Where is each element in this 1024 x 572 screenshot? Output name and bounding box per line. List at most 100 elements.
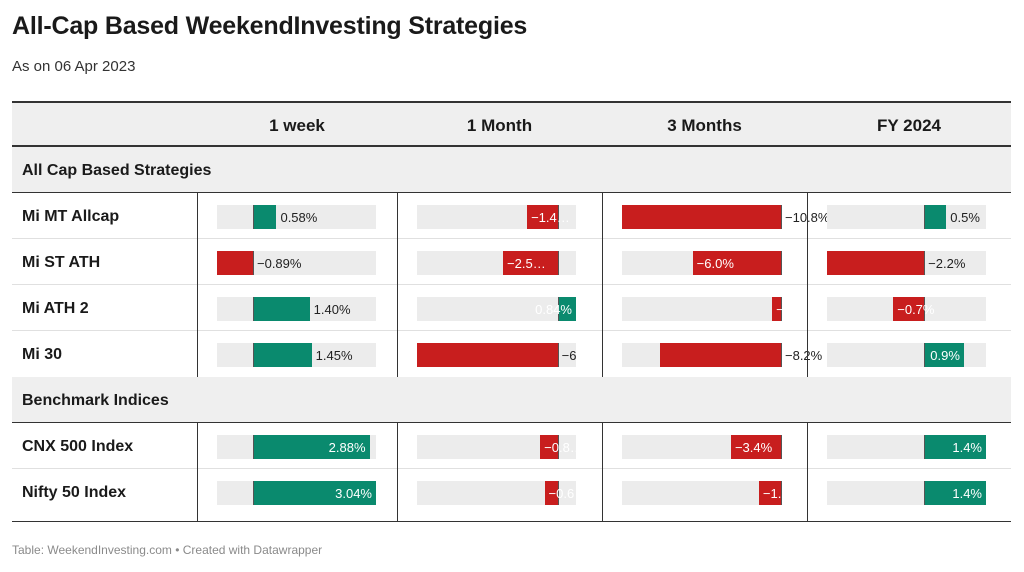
row-label: Mi ST ATH [22,254,101,271]
table-row: Mi ATH 2 1.40% 0.84% −0.6% −0.7% [12,285,1011,331]
value-label: −0.6… [548,486,588,501]
data-bar [253,297,310,321]
column-header: 1 Month [466,116,533,135]
value-label: −8.2% [785,348,823,363]
value-label: 1.40% [313,302,351,317]
zero-line [253,251,254,275]
data-bar [253,205,277,229]
value-label: 0.5% [950,210,980,225]
bar-cell: 1.4% [827,435,986,459]
data-bar [544,481,558,505]
bar-cell: 1.4% [827,481,986,505]
zero-line [924,297,926,321]
bar-cell: −2.2% [827,251,986,275]
bar-cell: −1.5% [622,481,800,505]
data-bar [924,481,986,505]
data-bar [924,205,947,229]
zero-line [557,481,559,505]
zero-line [253,481,254,505]
column-divider [397,147,398,521]
data-bar [253,435,370,459]
zero-line [253,205,254,229]
zero-line [253,435,254,459]
value-label: 3.04% [335,486,372,501]
bar-cell: −8.2% [622,343,822,367]
bar-cell: −3.4% [622,435,782,459]
zero-line [924,435,926,459]
zero-line [781,251,782,275]
value-label: 0.84% [535,302,572,317]
zero-line [924,251,926,275]
page-subtitle: As on 06 Apr 2023 [12,58,136,75]
row-label: Nifty 50 Index [22,484,127,501]
value-label: 1.4% [952,486,982,501]
data-bar [217,251,253,275]
table-header: 1 week 1 Month 3 Months FY 2024 [12,103,1011,147]
zero-line [924,481,926,505]
column-header: 3 Months [667,116,742,135]
zero-line [781,435,782,459]
row-label: CNX 500 Index [22,438,134,455]
data-bar [772,297,781,321]
bar-cell: 0.9% [827,343,986,367]
data-bar [503,251,558,275]
row-label: Mi MT Allcap [22,208,120,225]
page-title: All-Cap Based WeekendInvesting Strategie… [12,12,528,40]
data-bar [758,481,781,505]
bar-cell: −0.6% [622,297,813,321]
zero-line [557,343,559,367]
bar-track [622,297,781,321]
value-label: −1.4… [531,210,570,225]
data-bar [692,251,781,275]
column-header: FY 2024 [877,116,941,135]
bar-cell: −0.89% [217,251,376,275]
group-label: All Cap Based Strategies [22,162,212,179]
table-row: Mi ST ATH −0.89% −2.5… −6.0% −2.2% [12,239,1011,285]
value-label: 0.58% [280,210,318,225]
data-bar [557,297,576,321]
zero-line [253,297,254,321]
bar-cell: −0.7% [827,297,986,321]
value-label: −2.2% [928,256,966,271]
zero-line [557,435,559,459]
data-bar [924,343,964,367]
table-row: Mi 30 1.45% −6.44% −8.2% 0.9% [12,331,1011,377]
value-label: −6.0% [696,256,734,271]
value-label: 1.45% [315,348,353,363]
zero-line [557,251,559,275]
value-label: −0.7% [897,302,935,317]
bar-cell: 0.84% [417,297,576,321]
data-bar [893,297,925,321]
value-label: −6.44% [561,348,576,363]
zero-line [253,343,254,367]
bar-track [417,297,576,321]
column-divider [602,147,603,521]
column-divider [807,147,808,521]
value-label: −1.5% [762,486,801,501]
zero-line [557,297,559,321]
zero-line [557,205,559,229]
zero-line [781,481,782,505]
row-label: Mi 30 [22,346,63,363]
data-bar [622,205,781,229]
zero-line [781,297,782,321]
bar-cell: 0.58% [217,205,376,229]
value-label: −0.89% [257,256,302,271]
bar-track [622,481,781,505]
data-table: 1 week 1 Month 3 Months FY 2024 All Cap Base… [12,101,1011,522]
bar-cell: −0.8… [417,435,583,459]
table-row: Mi MT Allcap 0.58% −1.4… −10.8% 0.5% [12,193,1011,239]
bar-cell: −0.6… [417,481,587,505]
value-label: −3.4% [734,440,773,455]
value-label: 1.4% [952,440,982,455]
bar-cell: 2.88% [217,435,376,459]
data-bar [417,343,558,367]
data-bar [827,251,925,275]
column-header: 1 week [269,116,325,135]
value-label: −0.8… [544,440,583,455]
data-bar [730,435,781,459]
bar-track [827,205,986,229]
group-label: Benchmark Indices [22,392,169,409]
group-header: All Cap Based Strategies [12,147,1011,193]
data-bar [540,435,558,459]
